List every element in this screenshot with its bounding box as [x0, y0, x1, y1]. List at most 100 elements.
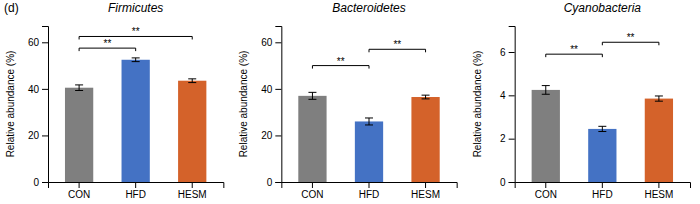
y-tick-mark — [509, 139, 515, 140]
x-tick: HFD — [592, 182, 613, 200]
significance-label: ** — [570, 44, 578, 55]
error-bar — [655, 96, 663, 101]
error-bar-line — [365, 118, 373, 125]
x-tick-label: HFD — [592, 189, 613, 200]
y-tick-mark — [275, 89, 281, 90]
x-tick-mark — [312, 182, 313, 188]
y-tick: 4 — [500, 90, 515, 101]
y-tick-mark — [42, 42, 48, 43]
x-axis: CON HFD HESM — [515, 182, 690, 200]
panel-label: (d) — [4, 1, 19, 15]
title: Cyanobacteria — [564, 1, 642, 15]
annotations: ** ** — [312, 39, 425, 68]
y-tick-mark — [509, 182, 515, 183]
y-tick-mark — [42, 182, 48, 183]
figure: (d)CONHFDHESM0204060****FirmicutesRelati… — [0, 0, 700, 204]
x-tick: CON — [535, 182, 557, 200]
plot-area — [532, 86, 673, 182]
y-tick-label: 40 — [28, 84, 40, 95]
x-tick-mark — [425, 182, 426, 188]
y-tick-label: 0 — [500, 177, 506, 188]
error-bar-line — [598, 126, 606, 131]
error-bar — [598, 126, 606, 131]
x-tick-label: CON — [535, 189, 557, 200]
y-tick-mark — [275, 42, 281, 43]
error-bar-line — [132, 58, 140, 62]
x-axis: CON HFD HESM — [49, 182, 224, 200]
bar — [588, 129, 616, 182]
plot-area — [298, 92, 439, 182]
significance-label: ** — [393, 39, 401, 50]
y-tick-label: 60 — [261, 37, 273, 48]
bar — [411, 97, 439, 182]
x-tick-mark — [135, 182, 136, 188]
y-tick-label: 20 — [261, 130, 273, 141]
significance-label: ** — [132, 26, 140, 37]
error-bar-line — [188, 79, 196, 83]
y-tick-label: 40 — [261, 84, 273, 95]
bar — [355, 121, 383, 182]
annotations: **** — [546, 32, 659, 57]
panel: CONHFDHESM0204060****FirmicutesRelative … — [5, 1, 224, 200]
y-tick-mark — [509, 95, 515, 96]
x-tick-mark — [192, 182, 193, 188]
x-axis-line — [49, 183, 224, 189]
y-tick-mark — [275, 135, 281, 136]
y-tick-label: 2 — [500, 133, 506, 144]
error-bar — [308, 92, 316, 99]
bar — [645, 99, 673, 182]
x-tick: HFD — [125, 182, 146, 200]
y-tick: 40 — [28, 84, 48, 95]
y-tick: 0 — [267, 177, 282, 188]
y-axis-line — [275, 27, 282, 183]
y-axis-line — [42, 27, 49, 183]
x-tick: CON — [301, 182, 323, 200]
annotations: **** — [79, 26, 192, 51]
y-axis: 0 20 40 60 — [261, 27, 282, 188]
significance-label: ** — [337, 56, 345, 67]
x-tick: HESM — [178, 182, 207, 200]
y-tick-label: 0 — [267, 177, 273, 188]
x-tick-mark — [369, 182, 370, 188]
bar — [178, 81, 206, 182]
x-axis: CON HFD HESM — [282, 182, 457, 200]
x-tick-label: HFD — [359, 189, 380, 200]
bar — [65, 88, 93, 182]
x-tick-label: HESM — [178, 189, 207, 200]
x-axis-line — [515, 183, 690, 189]
x-tick-mark — [602, 182, 603, 188]
y-tick: 20 — [28, 130, 48, 141]
x-tick-mark — [79, 182, 80, 188]
y-tick: 60 — [261, 37, 281, 48]
panel: CONHFDHESM0204060****BacteroidetesRelati… — [238, 1, 457, 200]
y-tick-label: 0 — [33, 177, 39, 188]
y-tick-mark — [42, 89, 48, 90]
x-tick: HESM — [644, 182, 673, 200]
y-tick-label: 60 — [28, 37, 40, 48]
x-tick: CON — [68, 182, 90, 200]
x-tick-mark — [545, 182, 546, 188]
x-tick: HESM — [411, 182, 440, 200]
y-tick: 0 — [33, 177, 48, 188]
error-bar — [542, 86, 550, 95]
y-tick-label: 6 — [500, 47, 506, 58]
y-tick: 2 — [500, 133, 515, 144]
y-tick-mark — [275, 182, 281, 183]
y-tick: 0 — [500, 177, 515, 188]
y-tick: 6 — [500, 47, 515, 58]
y-tick-label: 4 — [500, 90, 506, 101]
x-tick-label: HESM — [411, 189, 440, 200]
y-axis-title: Relative abundance (%) — [5, 51, 16, 158]
error-bar-line — [75, 85, 83, 91]
bar — [122, 60, 150, 182]
x-tick: HFD — [359, 182, 380, 200]
x-tick-label: HESM — [644, 189, 673, 200]
error-bar-line — [422, 95, 430, 99]
y-axis-title: Relative abundance (%) — [472, 51, 483, 158]
x-tick-label: CON — [68, 189, 90, 200]
error-bar — [188, 79, 196, 83]
y-axis-line — [509, 27, 516, 183]
panel: CON HFD HESM 0 2 4 6 **** Cyanobacteria Relative … — [472, 1, 691, 200]
error-bar — [75, 85, 83, 91]
y-tick-mark — [42, 135, 48, 136]
